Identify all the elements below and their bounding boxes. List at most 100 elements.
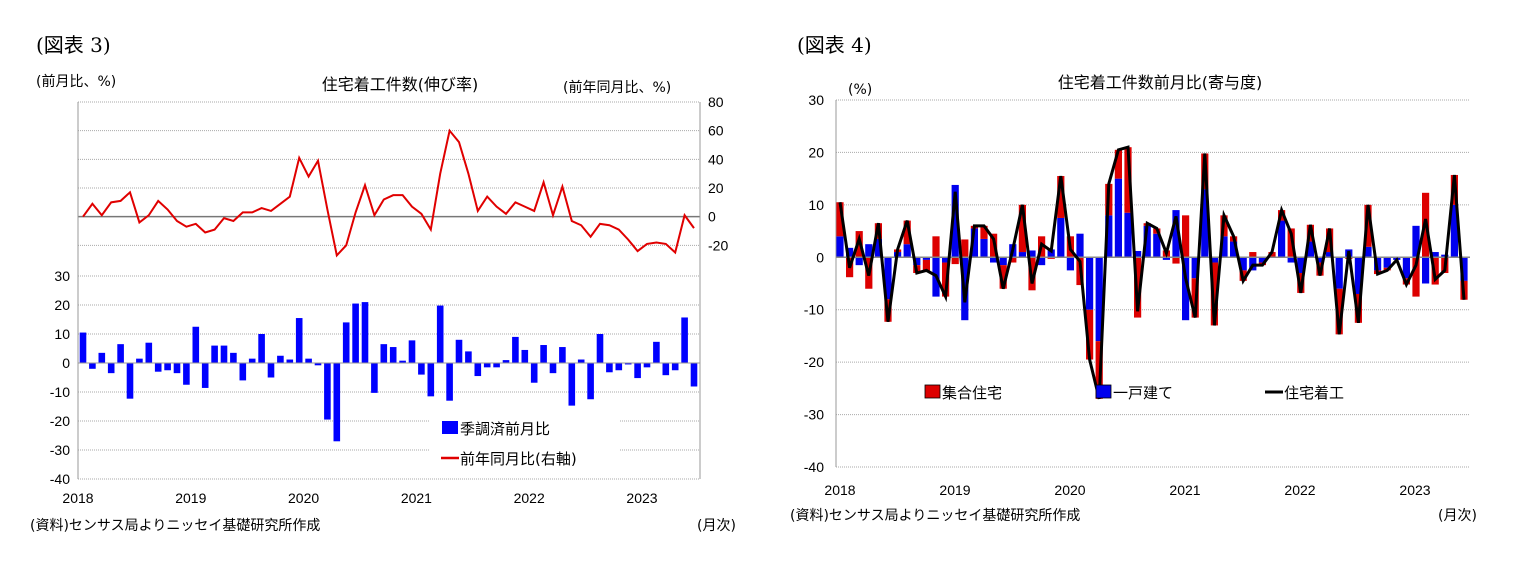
bar-mom [201,363,209,388]
bar-mom [483,363,491,368]
legend-label-total: 住宅着工 [1284,384,1344,402]
y-tick-right: 0 [708,209,716,225]
bar-mom [173,363,181,374]
bar-multi-family [951,257,959,265]
y-tick: 30 [808,92,824,108]
bar-single-family [1354,257,1362,294]
bar-mom [559,347,566,363]
legend-swatch-single [1095,384,1112,399]
bar-single-family [1057,217,1065,258]
bar-mom [192,326,200,363]
bar-single-family [1105,215,1113,258]
bar-mom [606,363,613,373]
right-axis-unit: (前年同月比、%) [563,79,671,96]
bar-single-family [1258,257,1266,263]
bar-mom [568,363,576,406]
legend-label-single: 一戸建て [1113,384,1173,402]
bar-mom [662,363,670,376]
x-tick: 2020 [288,490,319,506]
bar-mom [380,344,388,363]
bar-single-family [1287,257,1295,263]
bar-single-family [1383,257,1391,268]
bar-multi-family [1412,257,1420,297]
bar-single-family [1076,233,1084,258]
y-tick-right: 80 [708,94,724,110]
bar-single-family [884,257,892,300]
bar-multi-family [1124,147,1132,213]
bar-single-family [913,257,921,266]
bar-mom [427,363,435,397]
right-chart-unit: (%) [848,82,872,98]
bar-mom [239,363,247,381]
bar-mom [502,360,510,363]
bar-multi-family [932,236,940,258]
bar-single-family [1047,249,1055,258]
chart-4-title: 住宅着工件数前月比(寄与度) [1058,73,1263,92]
bar-mom [164,363,171,371]
bar-single-family [1028,250,1036,258]
legend-swatch-bar [442,421,458,434]
bar-single-family [1038,257,1046,266]
bar-single-family [1210,257,1218,263]
legend-label-mom: 季調済前月比 [460,420,550,438]
chart-4-source: (資料)センサス局よりニッセイ基礎研究所作成 [790,507,1080,524]
bar-single-family [990,257,998,263]
legend-label-multi: 集合住宅 [942,384,1002,402]
bar-mom [324,363,331,420]
bar-mom [286,359,294,363]
bar-mom [361,302,369,363]
bar-single-family [836,236,844,258]
bar-single-family [980,238,988,258]
bar-multi-family [903,220,911,245]
bar-multi-family [1009,257,1017,263]
bar-mom [371,363,378,393]
bar-single-family [1172,210,1180,258]
x-tick: 2023 [1399,482,1430,498]
legend-label-yoy: 前年同月比(右軸) [460,450,577,468]
bar-mom [474,363,482,377]
y-tick: -10 [804,302,824,318]
y-tick: 20 [808,144,824,160]
bar-mom [408,340,416,363]
bar-mom [418,363,425,375]
bar-multi-family [1268,252,1276,258]
x-tick: 2022 [1284,482,1315,498]
bar-single-family [1316,257,1324,263]
bar-mom [136,358,143,363]
bar-mom [211,345,218,363]
bar-single-family [1095,257,1103,342]
bar-multi-family [980,225,988,239]
x-tick: 2021 [401,490,432,506]
chart-3-source: (資料)センサス局よりニッセイ基礎研究所作成 [30,517,320,534]
bar-single-family [1086,257,1094,310]
y-tick: -40 [804,459,824,475]
bar-single-family [1153,233,1161,258]
bar-single-family [1134,250,1142,258]
bar-mom [643,363,651,368]
y-tick-left: 10 [54,326,70,342]
x-tick: 2020 [1054,482,1085,498]
bar-single-family [855,257,863,266]
x-tick: 2019 [175,490,206,506]
bar-mom [183,363,190,385]
bar-single-family [1114,178,1122,258]
bar-single-family [1220,236,1228,258]
y-tick: 10 [808,197,824,213]
bar-mom [154,363,162,372]
x-tick: 2019 [939,482,970,498]
line-total-starts [838,145,1466,400]
line-yoy [82,128,695,258]
bar-multi-family [1182,215,1190,258]
bar-single-family [1066,257,1074,271]
y-tick-left: -20 [50,413,70,429]
bar-mom [98,352,106,363]
bar-mom [587,363,594,400]
chart-3-title: 住宅着工件数(伸び率) [322,75,479,94]
bar-multi-family [1364,204,1372,247]
bar-mom [107,363,115,374]
bar-single-family [1124,212,1132,258]
bar-mom [126,363,134,399]
figure-3-label: (図表 3) [36,33,111,57]
x-tick: 2023 [626,490,657,506]
bar-mom [671,363,679,371]
